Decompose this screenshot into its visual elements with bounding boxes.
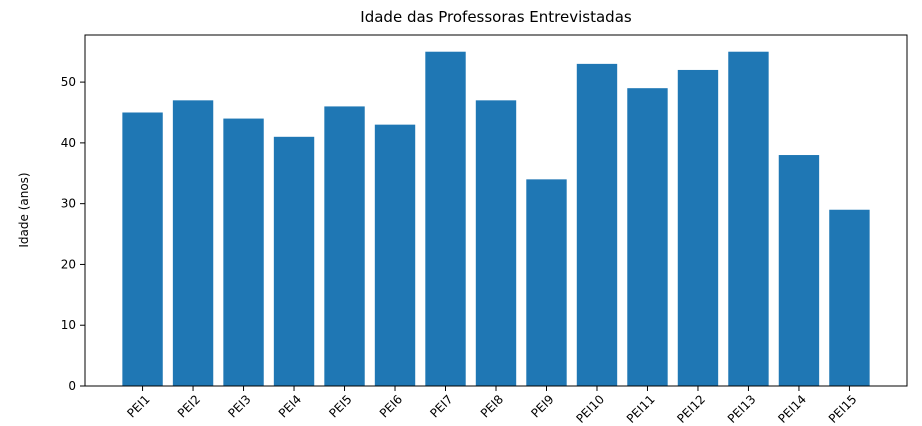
- y-tick-label: 0: [68, 379, 76, 393]
- x-tick-label: PEI5: [326, 392, 354, 420]
- x-tick-label: PEI7: [427, 392, 455, 420]
- bar: [374, 124, 416, 386]
- bar: [576, 63, 618, 387]
- bar: [172, 100, 214, 387]
- bar: [425, 51, 466, 386]
- x-tick-label: PEI13: [725, 392, 759, 426]
- x-tick-label: PEI12: [674, 392, 708, 426]
- bar: [627, 88, 668, 386]
- bar: [526, 179, 567, 386]
- bar: [829, 209, 870, 386]
- y-tick-label: 40: [61, 136, 76, 150]
- y-tick-label: 30: [61, 197, 76, 211]
- bar: [273, 136, 315, 386]
- y-tick-label: 20: [61, 257, 76, 271]
- bar: [778, 155, 820, 386]
- bar: [728, 51, 769, 386]
- bar: [677, 69, 719, 386]
- y-tick-label: 50: [61, 75, 76, 89]
- y-tick-label: 10: [61, 318, 76, 332]
- bar: [122, 112, 163, 387]
- bar: [475, 100, 517, 387]
- x-tick-label: PEI4: [276, 392, 304, 420]
- x-tick-label: PEI6: [377, 392, 405, 420]
- x-tick-label: PEI1: [124, 392, 152, 420]
- bar: [223, 118, 264, 387]
- x-tick-label: PEI2: [175, 392, 203, 420]
- chart-title: Idade das Professoras Entrevistadas: [360, 8, 632, 26]
- bar: [324, 106, 365, 386]
- x-tick-label: PEI11: [624, 392, 658, 426]
- x-tick-label: PEI15: [826, 392, 860, 426]
- x-tick-label: PEI3: [225, 392, 253, 420]
- y-axis-label: Idade (anos): [17, 172, 31, 247]
- x-tick-label: PEI9: [528, 392, 556, 420]
- x-tick-label: PEI10: [573, 392, 607, 426]
- x-tick-label: PEI14: [775, 392, 809, 426]
- x-tick-label: PEI8: [478, 392, 506, 420]
- plot-frame: [84, 34, 908, 387]
